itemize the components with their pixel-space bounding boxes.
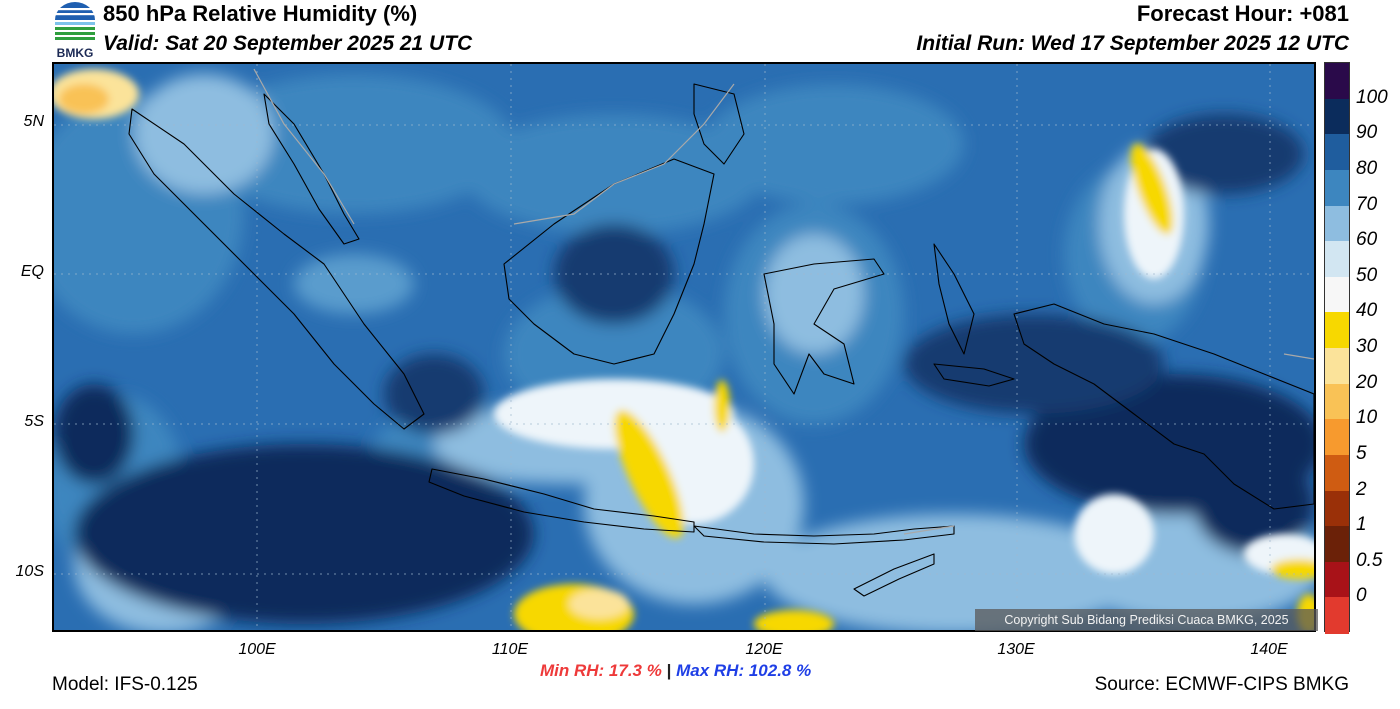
max-rh: Max RH: 102.8 % <box>676 661 812 680</box>
latitude-label: 10S <box>15 563 44 580</box>
colorbar-label: 5 <box>1356 442 1367 464</box>
colorbar-segment <box>1325 98 1349 135</box>
colorbar-segment <box>1325 276 1349 313</box>
colorbar-segment <box>1325 490 1349 527</box>
colorbar-label: 10 <box>1356 407 1378 429</box>
chart-title: 850 hPa Relative Humidity (%) <box>103 1 418 26</box>
colorbar-label: 30 <box>1356 336 1378 357</box>
colorbar-segment <box>1325 169 1349 206</box>
model-label: Model: IFS-0.125 <box>52 674 198 695</box>
colorbar-label: 1 <box>1356 514 1367 536</box>
latitude-label: 5S <box>24 413 44 430</box>
humidity-map[interactable] <box>52 62 1316 632</box>
colorbar-segment <box>1325 383 1349 420</box>
colorbar-segment <box>1325 205 1349 242</box>
colorbar-segment <box>1325 454 1349 491</box>
colorbar-segment <box>1325 241 1349 278</box>
stats-line: Min RH: 17.3 % | Max RH: 102.8 % <box>540 661 811 681</box>
copyright-notice: Copyright Sub Bidang Prediksi Cuaca BMKG… <box>975 609 1318 631</box>
colorbar-segment <box>1325 526 1349 563</box>
latitude-label: 5N <box>23 113 44 130</box>
colorbar-segment <box>1325 561 1349 598</box>
longitude-label: 140E <box>1250 641 1288 658</box>
initial-run: Initial Run: Wed 17 September 2025 12 UT… <box>916 32 1349 55</box>
colorbar-label: 60 <box>1356 229 1378 251</box>
valid-time: Valid: Sat 20 September 2025 21 UTC <box>103 32 473 55</box>
svg-text:BMKG: BMKG <box>57 46 94 60</box>
colorbar-label: 100 <box>1356 86 1388 108</box>
humidity-field <box>54 64 1314 630</box>
colorbar-segment <box>1325 312 1349 349</box>
bmkg-logo: BMKG <box>52 0 98 60</box>
forecast-hour: Forecast Hour: +081 <box>1136 1 1349 26</box>
longitude-label: 100E <box>238 641 276 658</box>
colorbar-label: 50 <box>1356 264 1378 286</box>
longitude-label: 120E <box>745 641 783 658</box>
min-rh: Min RH: 17.3 % <box>540 661 662 680</box>
colorbar-segment <box>1325 597 1349 634</box>
bmkg-logo-icon: BMKG <box>55 2 95 60</box>
colorbar-label: 40 <box>1356 300 1378 322</box>
colorbar <box>1324 62 1350 634</box>
colorbar-label: 90 <box>1356 122 1378 144</box>
stats-separator: | <box>666 661 672 680</box>
colorbar-label: 80 <box>1356 157 1378 179</box>
colorbar-label: 0.5 <box>1356 549 1383 571</box>
colorbar-segment <box>1325 419 1349 456</box>
colorbar-segment <box>1325 348 1349 385</box>
colorbar-label: 70 <box>1356 193 1378 215</box>
colorbar-label: 20 <box>1356 371 1378 393</box>
colorbar-label: 2 <box>1356 478 1367 500</box>
longitude-label: 110E <box>491 641 529 658</box>
source-label: Source: ECMWF-CIPS BMKG <box>1094 674 1349 695</box>
colorbar-segment <box>1325 134 1349 171</box>
latitude-label: EQ <box>20 263 44 280</box>
colorbar-label: 0 <box>1356 585 1367 607</box>
colorbar-segment <box>1325 63 1349 100</box>
longitude-label: 130E <box>997 641 1035 658</box>
